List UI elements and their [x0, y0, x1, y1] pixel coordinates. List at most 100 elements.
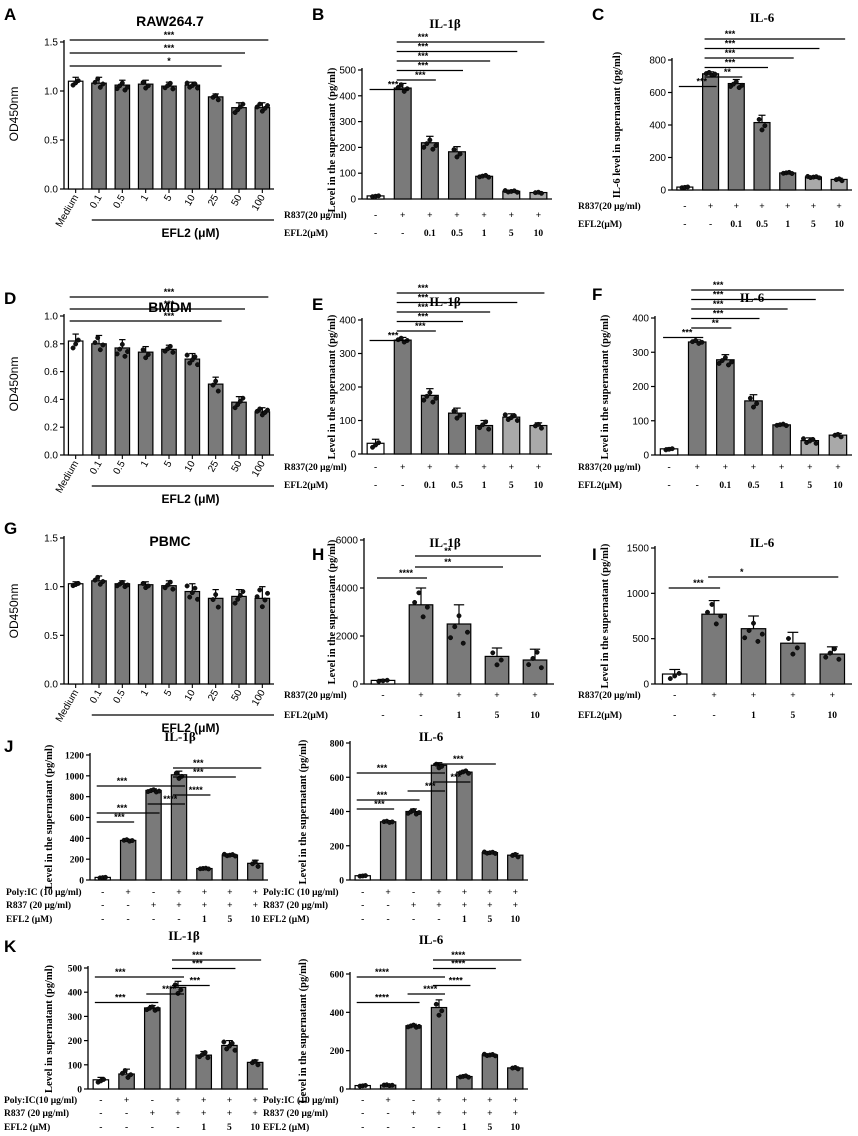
data-point	[693, 338, 699, 343]
condition-value: -	[387, 1109, 390, 1119]
bar	[254, 597, 271, 685]
condition-value: 0.1	[719, 481, 731, 491]
condition-value: +	[751, 463, 756, 473]
condition-value: +	[536, 211, 541, 221]
data-point	[259, 604, 265, 610]
y-tick-label: 6000	[336, 536, 359, 547]
condition-value: +	[536, 463, 541, 473]
y-axis-label: Level in the supernatant (pg/ml)	[298, 739, 309, 884]
data-point	[756, 116, 762, 122]
condition-label: EFL2(μM)	[578, 219, 622, 230]
y-tick-label: 100	[339, 416, 356, 427]
data-point	[257, 406, 263, 412]
data-point	[229, 1040, 235, 1046]
significance-label: ***	[115, 967, 126, 977]
data-point	[184, 352, 190, 358]
condition-value: +	[811, 202, 816, 212]
panel-K1: K IL-1β 0 100 200 300 400 500 Level in supernata…	[4, 928, 268, 1133]
significance-label: **	[712, 318, 720, 328]
condition-value: +	[494, 691, 499, 701]
y-tick-label: 800	[649, 56, 666, 67]
condition-label: R837 (20 μg/ml)	[4, 1108, 69, 1119]
significance-label: ***	[388, 331, 399, 341]
data-point	[97, 347, 103, 353]
y-tick-label: 0.6	[44, 367, 58, 378]
data-point	[167, 80, 173, 86]
bar	[114, 583, 131, 685]
condition-value: 5	[509, 229, 514, 239]
data-point	[466, 1074, 471, 1080]
data-point	[436, 1012, 442, 1018]
data-point	[514, 418, 520, 423]
condition-value: -	[361, 915, 364, 925]
data-point	[494, 662, 500, 668]
condition-label: R837(20 μg/ml)	[284, 690, 347, 701]
data-point	[424, 141, 430, 147]
bar	[753, 121, 771, 191]
bar	[716, 359, 735, 456]
condition-value: 1	[482, 229, 487, 239]
condition-label: EFL2 (μM)	[263, 1122, 309, 1133]
data-point	[192, 354, 198, 360]
condition-value: -	[151, 1123, 154, 1133]
data-point	[237, 592, 243, 598]
data-point	[195, 362, 200, 368]
bar	[221, 854, 239, 881]
condition-value: 0.5	[451, 229, 463, 239]
y-tick-label: 400	[649, 121, 666, 132]
data-point	[363, 1083, 368, 1088]
condition-value: +	[785, 202, 790, 212]
condition-value: +	[175, 1096, 180, 1106]
data-point	[786, 636, 791, 641]
condition-value: -	[437, 1123, 440, 1133]
condition-value: +	[124, 1096, 129, 1106]
data-point	[255, 1062, 261, 1068]
condition-label: R837(20 μg/ml)	[578, 462, 641, 473]
panel-title: IL-1β	[429, 16, 461, 31]
data-point	[75, 337, 81, 343]
data-point	[421, 144, 427, 150]
condition-value: -	[673, 691, 676, 701]
bar	[207, 96, 224, 190]
condition-label: R837(20 μg/ml)	[284, 462, 347, 473]
panel-title: IL-6	[419, 932, 444, 947]
x-tick-label: 1	[139, 459, 152, 470]
data-point	[232, 600, 238, 606]
condition-value: +	[227, 1109, 232, 1119]
data-point	[143, 355, 149, 361]
data-point	[384, 677, 390, 683]
y-tick-label: 1000	[65, 772, 84, 782]
condition-value: +	[227, 888, 232, 898]
condition-label: EFL2(μM)	[284, 228, 328, 239]
data-point	[125, 84, 130, 90]
data-point	[751, 404, 756, 410]
condition-value: 1	[457, 711, 462, 721]
condition-value: -	[419, 711, 422, 721]
bar	[231, 401, 247, 456]
panel-label: G	[4, 519, 17, 538]
bar	[161, 585, 177, 685]
condition-value: +	[481, 463, 486, 473]
condition-value: +	[513, 888, 518, 898]
significance-label: ***	[164, 30, 175, 40]
significance-label: ***	[725, 58, 736, 68]
condition-value: +	[734, 202, 739, 212]
y-tick-label: 0.8	[44, 339, 58, 350]
condition-label: Poly:IC(10 μg/ml)	[4, 1095, 77, 1106]
x-tick-label: 5	[162, 688, 175, 699]
data-point	[389, 1082, 395, 1088]
condition-value: 0.1	[424, 481, 436, 491]
condition-value: -	[381, 711, 384, 721]
condition-value: +	[830, 691, 835, 701]
y-tick-label: 200	[330, 842, 345, 852]
condition-value: 10	[833, 481, 843, 491]
condition-value: -	[683, 220, 686, 230]
significance-label: ****	[449, 976, 464, 986]
bar	[481, 1054, 499, 1090]
data-point	[398, 82, 404, 88]
condition-value: +	[151, 901, 156, 911]
condition-value: -	[101, 915, 104, 925]
condition-value: +	[202, 888, 207, 898]
y-tick-label: 200	[68, 1037, 83, 1047]
condition-value: +	[227, 901, 232, 911]
